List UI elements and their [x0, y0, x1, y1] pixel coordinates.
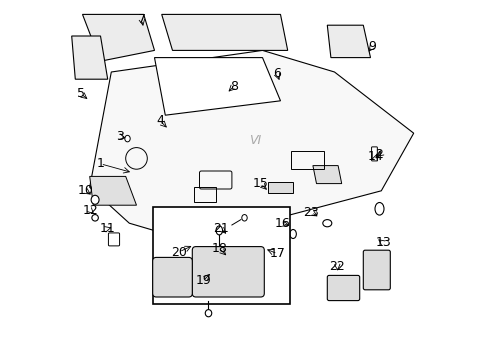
- FancyBboxPatch shape: [152, 257, 192, 297]
- FancyBboxPatch shape: [363, 250, 389, 290]
- FancyBboxPatch shape: [326, 275, 359, 301]
- Ellipse shape: [322, 220, 331, 227]
- Text: 11: 11: [100, 222, 115, 235]
- Polygon shape: [82, 14, 154, 61]
- Text: 1: 1: [96, 157, 104, 170]
- Bar: [267, 182, 292, 193]
- Text: 17: 17: [269, 247, 285, 260]
- Polygon shape: [154, 58, 280, 115]
- Ellipse shape: [91, 195, 99, 204]
- Text: 8: 8: [229, 80, 237, 93]
- Text: 2: 2: [375, 148, 383, 161]
- Text: 10: 10: [77, 184, 93, 197]
- Text: 3: 3: [116, 130, 124, 143]
- Bar: [291, 151, 323, 169]
- Text: 5: 5: [77, 87, 84, 100]
- Text: 19: 19: [195, 274, 210, 287]
- Text: 22: 22: [329, 260, 345, 273]
- Polygon shape: [162, 14, 287, 50]
- Text: VI: VI: [249, 134, 261, 147]
- Text: 20: 20: [171, 246, 186, 258]
- Text: 6: 6: [272, 67, 280, 80]
- FancyBboxPatch shape: [371, 147, 377, 161]
- Polygon shape: [89, 176, 136, 205]
- Ellipse shape: [205, 310, 211, 317]
- Bar: [152, 207, 289, 304]
- Bar: [194, 187, 215, 202]
- Text: 9: 9: [367, 40, 375, 53]
- Polygon shape: [72, 36, 107, 79]
- Polygon shape: [326, 25, 370, 58]
- Text: 12: 12: [82, 204, 98, 217]
- FancyBboxPatch shape: [108, 233, 120, 246]
- Text: 15: 15: [252, 177, 268, 190]
- Text: 23: 23: [303, 206, 318, 219]
- Ellipse shape: [374, 202, 383, 215]
- Text: 14: 14: [367, 150, 383, 163]
- Ellipse shape: [241, 215, 247, 221]
- Text: 7: 7: [138, 13, 145, 26]
- Text: 4: 4: [156, 114, 163, 127]
- Ellipse shape: [92, 215, 98, 221]
- Ellipse shape: [216, 226, 222, 235]
- Ellipse shape: [124, 135, 130, 142]
- Polygon shape: [312, 166, 341, 184]
- Text: 21: 21: [213, 222, 228, 235]
- Polygon shape: [89, 50, 413, 241]
- Text: 13: 13: [374, 237, 390, 249]
- FancyBboxPatch shape: [192, 247, 264, 297]
- Text: 16: 16: [274, 217, 289, 230]
- Ellipse shape: [289, 230, 296, 239]
- Text: 18: 18: [211, 242, 227, 255]
